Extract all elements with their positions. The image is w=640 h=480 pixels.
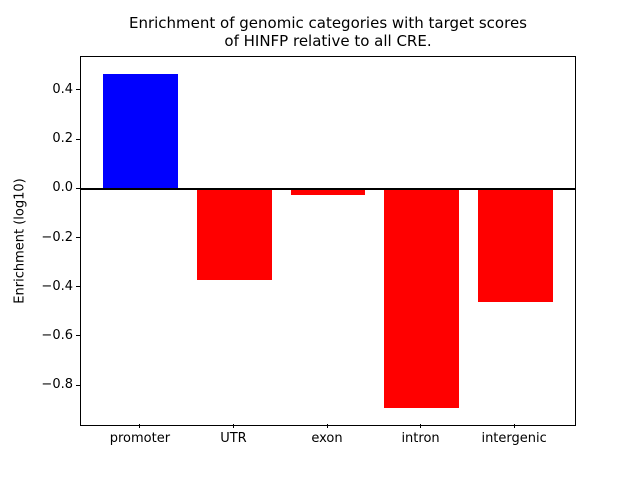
chart-title-line-2: of HINFP relative to all CRE. [224, 32, 432, 50]
bar-UTR [197, 189, 272, 281]
y-tick-label: −0.2 [41, 229, 73, 245]
bar-promoter [103, 73, 179, 190]
x-tick-mark [420, 424, 422, 428]
bar-exon [290, 189, 366, 196]
y-tick-mark [76, 384, 80, 386]
y-tick-mark [76, 335, 80, 337]
y-tick-label: 0.2 [52, 131, 73, 147]
bar-intergenic [477, 189, 553, 303]
x-tick-mark [232, 424, 234, 428]
y-tick-mark [76, 138, 80, 140]
chart-title: Enrichment of genomic categories with ta… [80, 14, 576, 50]
y-tick-label: 0.0 [52, 180, 73, 196]
x-tick-mark [326, 424, 328, 428]
x-tick-label-UTR: UTR [220, 431, 247, 446]
x-tick-label-exon: exon [311, 431, 343, 446]
x-tick-label-promoter: promoter [109, 431, 171, 446]
x-tick-label-intron: intron [401, 431, 440, 446]
plot-area [80, 56, 576, 426]
y-tick-label: −0.8 [41, 377, 73, 393]
x-tick-label-intergenic: intergenic [481, 431, 547, 446]
y-tick-mark [76, 237, 80, 239]
y-tick-label: −0.6 [41, 327, 73, 343]
zero-line [81, 188, 575, 191]
chart-title-line-1: Enrichment of genomic categories with ta… [128, 14, 527, 32]
bar-intron [384, 189, 459, 409]
x-tick-mark [139, 424, 141, 428]
y-tick-label: 0.4 [52, 81, 73, 97]
y-tick-label: −0.4 [41, 278, 73, 294]
y-tick-mark [76, 187, 80, 189]
y-tick-mark [76, 286, 80, 288]
y-tick-mark [76, 89, 80, 91]
x-tick-mark [513, 424, 515, 428]
